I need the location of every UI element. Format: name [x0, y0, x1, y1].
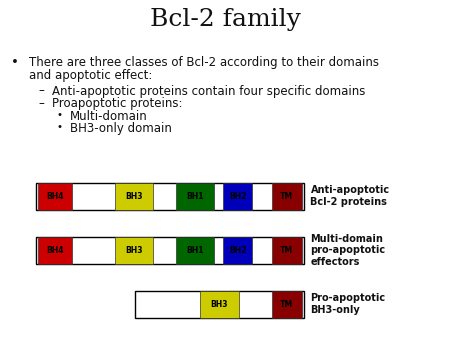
Text: BH4: BH4	[46, 192, 64, 200]
Text: •: •	[56, 110, 62, 120]
Bar	[38, 183, 72, 210]
Text: Anti-apoptotic proteins contain four specific domains: Anti-apoptotic proteins contain four spe…	[52, 84, 365, 97]
Bar	[272, 237, 302, 264]
Text: BH3: BH3	[211, 300, 228, 309]
Text: Proapoptotic proteins:: Proapoptotic proteins:	[52, 97, 182, 110]
Bar	[176, 237, 214, 264]
Text: BH3: BH3	[125, 192, 143, 200]
Text: BH2: BH2	[229, 192, 247, 200]
Bar	[272, 183, 302, 210]
Text: •: •	[11, 56, 19, 69]
Bar	[135, 291, 304, 318]
Bar	[223, 183, 252, 210]
Text: BH1: BH1	[186, 246, 203, 255]
Text: Multi-domain: Multi-domain	[70, 110, 148, 123]
Text: Pro-apoptotic
BH3-only: Pro-apoptotic BH3-only	[310, 293, 386, 315]
Text: BH3-only domain: BH3-only domain	[70, 122, 171, 135]
Text: Anti-apoptotic
Bcl-2 proteins: Anti-apoptotic Bcl-2 proteins	[310, 185, 390, 207]
Bar	[36, 237, 304, 264]
Text: TM: TM	[280, 192, 293, 200]
Text: Bcl-2 family: Bcl-2 family	[149, 8, 301, 31]
Bar	[36, 183, 304, 210]
Text: Multi-domain
pro-apoptotic
effectors: Multi-domain pro-apoptotic effectors	[310, 234, 386, 267]
Text: –: –	[38, 97, 44, 110]
Bar	[115, 237, 153, 264]
Text: TM: TM	[280, 246, 293, 255]
Bar	[115, 183, 153, 210]
Text: BH4: BH4	[46, 246, 64, 255]
Text: BH3: BH3	[125, 246, 143, 255]
Text: TM: TM	[280, 300, 293, 309]
Text: •: •	[56, 122, 62, 132]
Bar	[223, 237, 252, 264]
Bar	[176, 183, 214, 210]
Bar	[38, 237, 72, 264]
Text: and apoptotic effect:: and apoptotic effect:	[29, 69, 153, 82]
Bar	[272, 291, 302, 318]
Bar	[200, 291, 238, 318]
Text: BH2: BH2	[229, 246, 247, 255]
Text: BH1: BH1	[186, 192, 203, 200]
Text: There are three classes of Bcl-2 according to their domains: There are three classes of Bcl-2 accordi…	[29, 56, 379, 69]
Text: –: –	[38, 84, 44, 97]
